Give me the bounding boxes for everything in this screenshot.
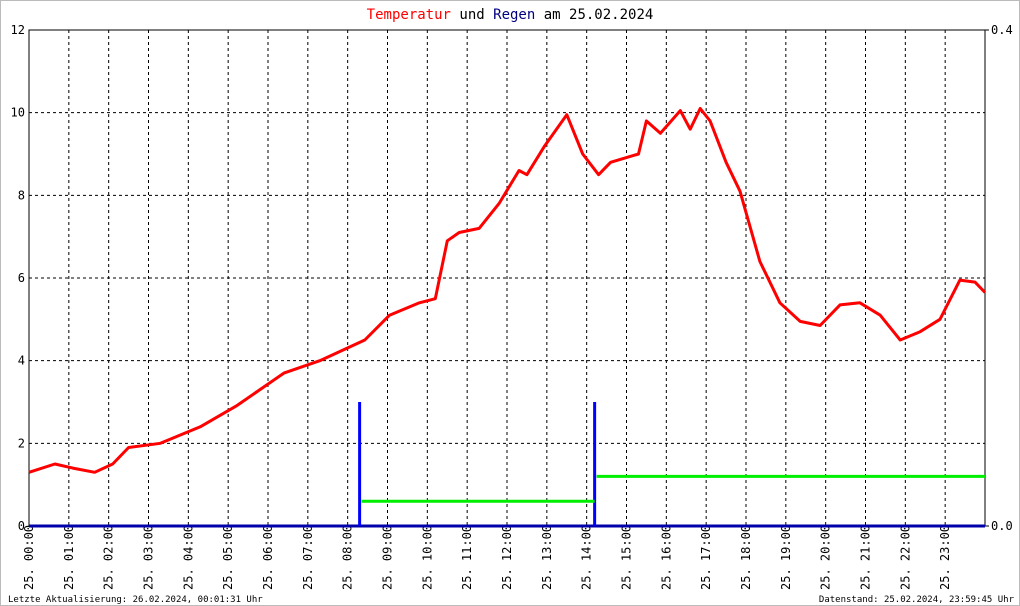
series-line bbox=[361, 474, 985, 503]
x-tick-label: 25. 01:00 bbox=[62, 525, 76, 590]
x-tick-label: 25. 09:00 bbox=[381, 525, 395, 590]
y-tick-label: 2 bbox=[18, 436, 25, 450]
y-tick-label: 4 bbox=[18, 354, 25, 368]
x-tick-label: 25. 21:00 bbox=[859, 525, 873, 590]
chart-title: Temperatur und Regen am 25.02.2024 bbox=[367, 7, 654, 23]
y2-tick-label: 0.0 bbox=[991, 519, 1013, 533]
title-part: Regen bbox=[493, 7, 535, 23]
footer-right: Datenstand: 25.02.2024, 23:59:45 Uhr bbox=[819, 595, 1015, 605]
y-tick-label: 8 bbox=[18, 188, 25, 202]
x-tick-label: 25. 13:00 bbox=[540, 525, 554, 590]
x-tick-label: 25. 04:00 bbox=[181, 525, 195, 590]
title-part: am 25.02.2024 bbox=[544, 7, 654, 23]
x-tick-label: 25. 23:00 bbox=[938, 525, 952, 590]
x-tick-label: 25. 05:00 bbox=[221, 525, 235, 590]
x-tick-label: 25. 17:00 bbox=[699, 525, 713, 590]
x-tick-label: 25. 20:00 bbox=[819, 525, 833, 590]
footer-left: Letzte Aktualisierung: 26.02.2024, 00:01… bbox=[8, 595, 263, 605]
x-tick-label: 25. 12:00 bbox=[500, 525, 514, 590]
x-tick-label: 25. 02:00 bbox=[102, 525, 116, 590]
y-tick-label: 6 bbox=[18, 271, 25, 285]
x-tick-label: 25. 03:00 bbox=[142, 525, 156, 590]
y-tick-label: 12 bbox=[11, 23, 25, 37]
y2-tick-label: 0.4 bbox=[991, 23, 1013, 37]
x-tick-label: 25. 06:00 bbox=[261, 525, 275, 590]
x-tick-label: 25. 11:00 bbox=[460, 525, 474, 590]
x-tick-label: 25. 07:00 bbox=[301, 525, 315, 590]
series-line bbox=[28, 107, 987, 474]
title-part: Temperatur bbox=[367, 7, 451, 23]
x-tick-label: 25. 19:00 bbox=[779, 525, 793, 590]
x-tick-label: 25. 18:00 bbox=[739, 525, 753, 590]
y-tick-label: 0 bbox=[18, 519, 25, 533]
x-tick-label: 25. 00:00 bbox=[22, 525, 36, 590]
x-tick-label: 25. 15:00 bbox=[620, 525, 634, 590]
x-tick-label: 25. 10:00 bbox=[420, 525, 434, 590]
x-tick-label: 25. 16:00 bbox=[659, 525, 673, 590]
y-tick-label: 10 bbox=[11, 106, 25, 120]
x-tick-label: 25. 22:00 bbox=[898, 525, 912, 590]
x-tick-label: 25. 08:00 bbox=[341, 525, 355, 590]
title-part: und bbox=[459, 7, 484, 23]
x-tick-label: 25. 14:00 bbox=[580, 525, 594, 590]
